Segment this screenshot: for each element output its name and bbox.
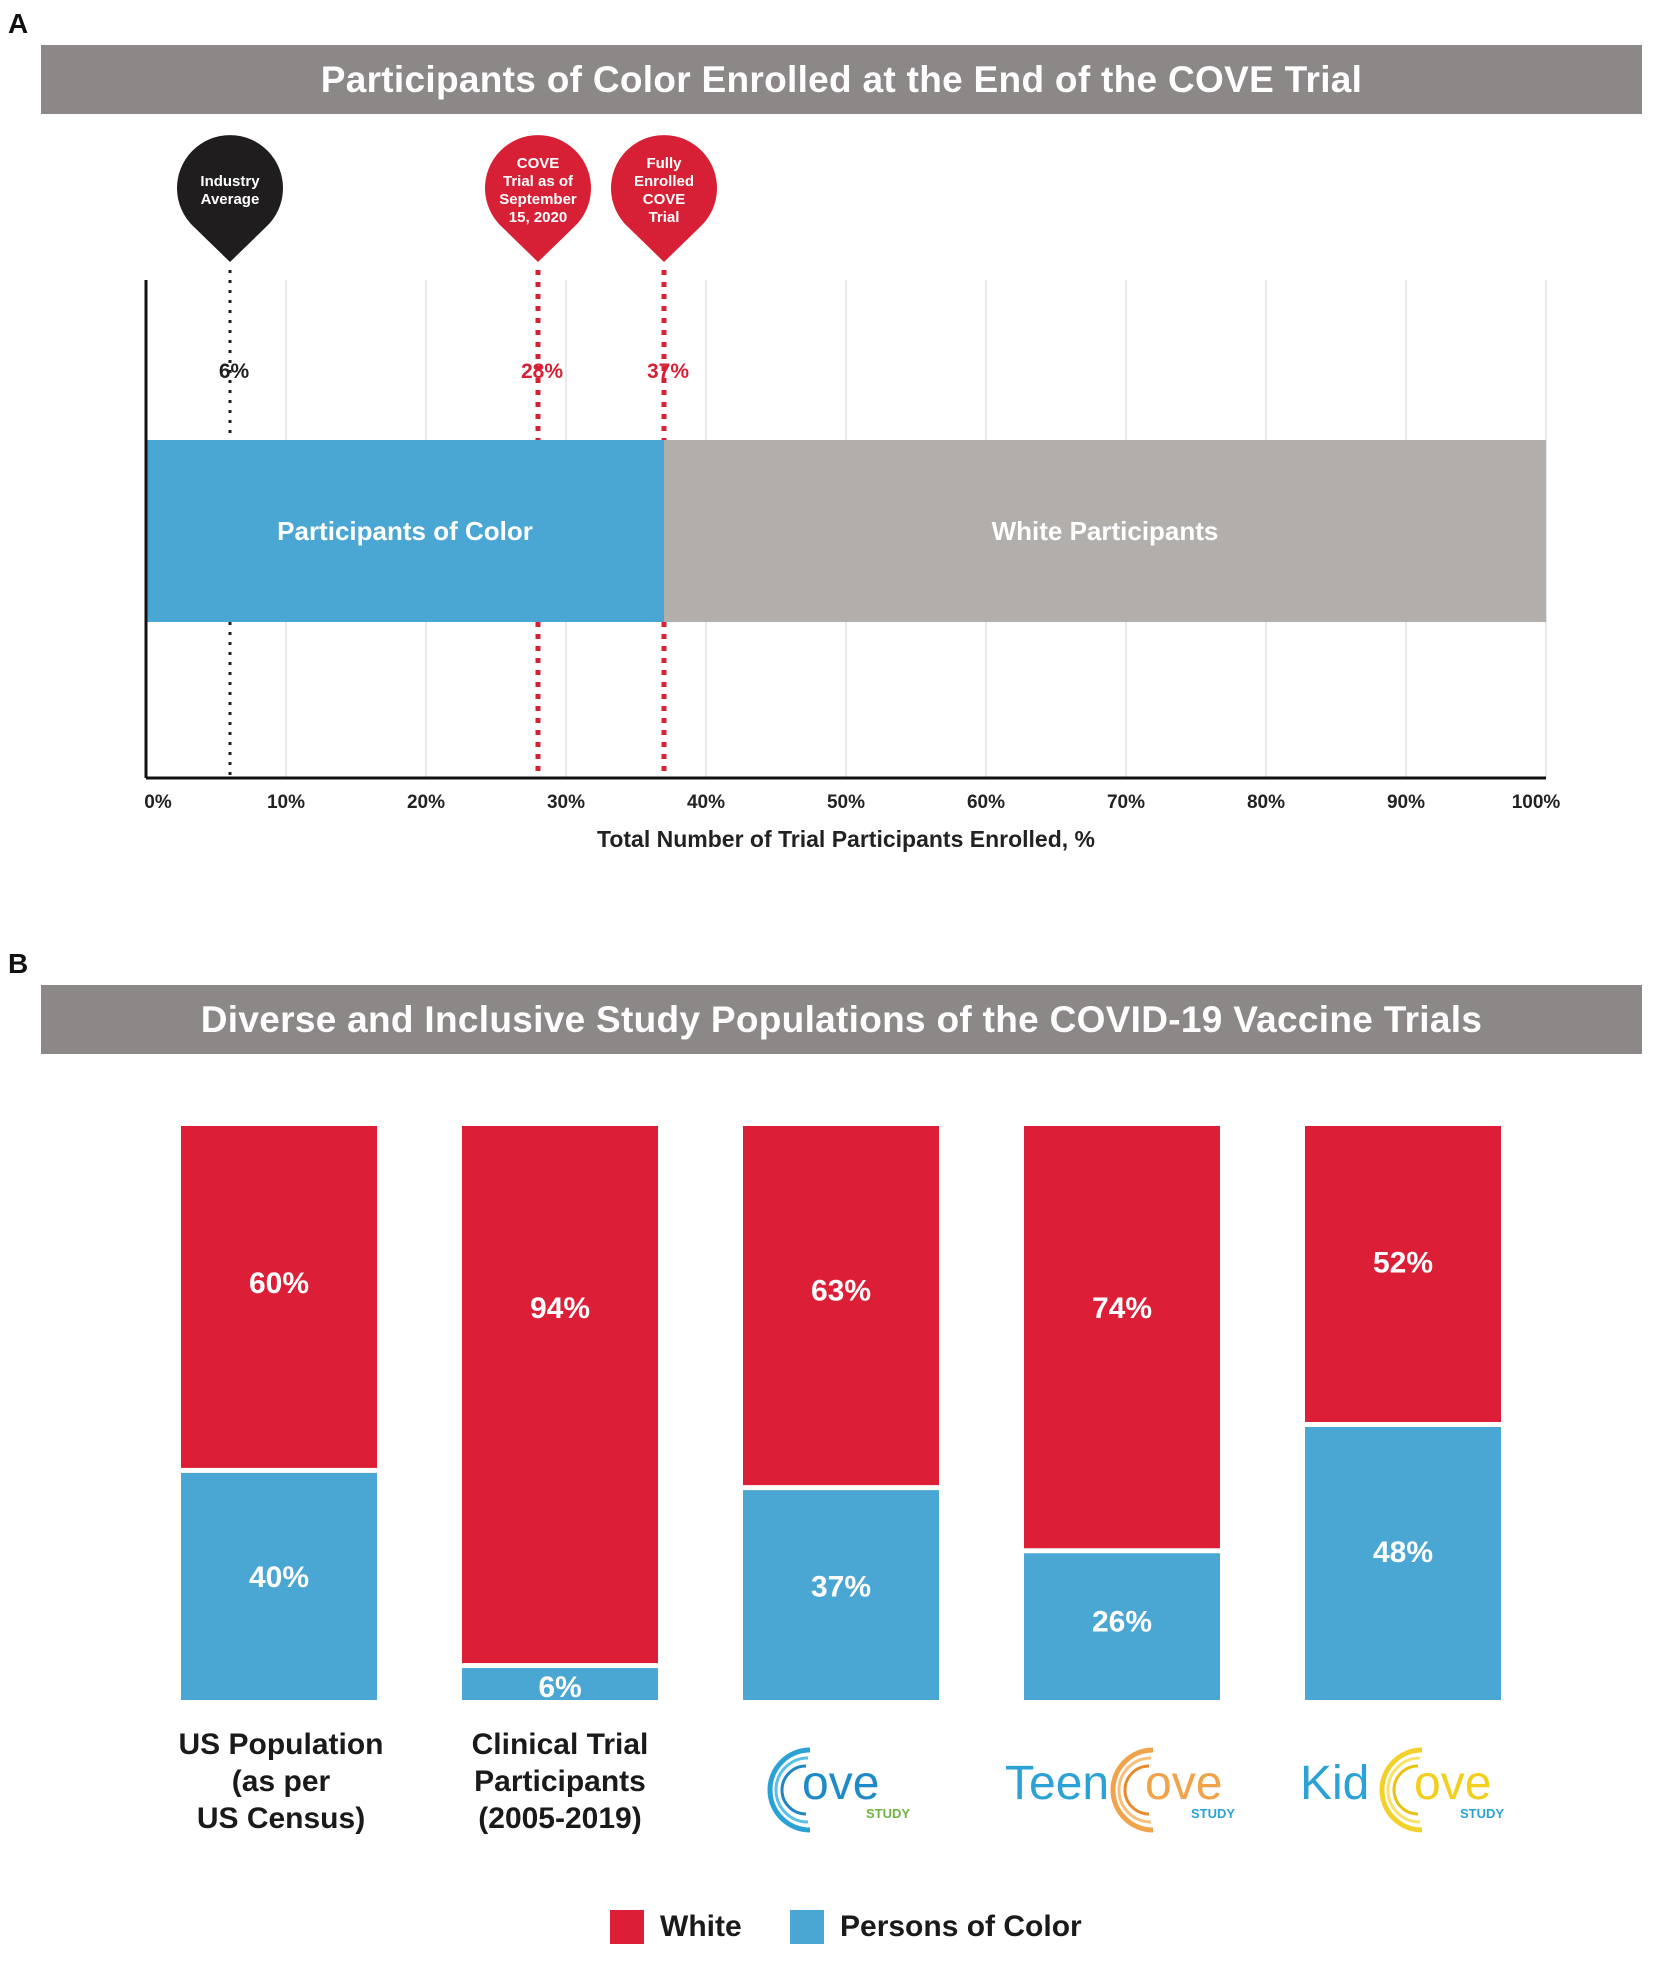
legend-swatch-white bbox=[610, 1910, 644, 1944]
x-tick-label: 100% bbox=[1512, 792, 1561, 813]
panel-a-title: Participants of Color Enrolled at the En… bbox=[41, 45, 1642, 114]
bar-segment-label-1: White Participants bbox=[992, 516, 1219, 546]
marker-pin-label-1: 15, 2020 bbox=[509, 209, 567, 226]
marker-pin-2 bbox=[611, 135, 717, 262]
marker-pin-label-1: Trial as of bbox=[503, 173, 574, 190]
marker-pin-label-0: Industry bbox=[200, 173, 260, 190]
bar-poc-label-2: 37% bbox=[811, 1571, 871, 1604]
bar-poc-2 bbox=[743, 1490, 939, 1700]
teencove-prefix: Teen bbox=[1005, 1757, 1110, 1810]
x-tick-label: 70% bbox=[1107, 792, 1145, 813]
bar-segment-label-0: Participants of Color bbox=[277, 516, 533, 546]
bar-white-4 bbox=[1305, 1126, 1501, 1422]
bar-poc-label-3: 26% bbox=[1092, 1605, 1152, 1638]
bar-white-label-1: 94% bbox=[530, 1292, 590, 1325]
kidcove-study-logo: Kid ove STUDY bbox=[1300, 1738, 1530, 1838]
bar-white-2 bbox=[743, 1126, 939, 1486]
x-tick-label: 30% bbox=[547, 792, 585, 813]
bar-white-0 bbox=[181, 1126, 377, 1468]
x-tick-label: 50% bbox=[827, 792, 865, 813]
category-label-us-population: US Population (as per US Census) bbox=[178, 1728, 384, 1835]
marker-pin-label-2: COVE bbox=[643, 191, 686, 208]
kidcove-logo-sub: STUDY bbox=[1460, 1806, 1505, 1821]
panel-a-letter: A bbox=[8, 8, 29, 39]
cove-logo-text: ove bbox=[802, 1757, 880, 1810]
bar-segment-1 bbox=[664, 440, 1546, 622]
marker-pin-label-1: September bbox=[499, 191, 577, 208]
marker-pin-label-1: COVE bbox=[517, 155, 560, 172]
kidcove-logo-text: ove bbox=[1414, 1757, 1492, 1810]
legend-label-white: White bbox=[660, 1910, 742, 1943]
legend: White Persons of Color bbox=[0, 1910, 1654, 1954]
teencove-logo-sub: STUDY bbox=[1191, 1806, 1236, 1821]
x-axis-title: Total Number of Trial Participants Enrol… bbox=[597, 826, 1095, 852]
chart-b: 60% 40% 94% 6% 63% 37% 74% 26% 52% 48% bbox=[181, 1126, 1501, 1704]
bar-white-label-2: 63% bbox=[811, 1275, 871, 1308]
legend-item-white: White bbox=[610, 1910, 742, 1944]
panel-b-letter: B bbox=[8, 948, 29, 979]
bar-poc-4 bbox=[1305, 1426, 1501, 1700]
x-tick-label: 60% bbox=[967, 792, 1005, 813]
chart-a: Participants of Color White Participants 0… bbox=[144, 135, 1561, 813]
bar-segment-0 bbox=[146, 440, 664, 622]
bar-poc-label-1: 6% bbox=[538, 1671, 581, 1704]
cove-logo-sub: STUDY bbox=[866, 1806, 911, 1821]
marker-pin-label-2: Trial bbox=[649, 209, 680, 226]
teencove-study-logo: Teen ove STUDY bbox=[1005, 1738, 1255, 1838]
bar-white-3 bbox=[1024, 1126, 1220, 1549]
x-tick-label: 20% bbox=[407, 792, 445, 813]
kidcove-prefix: Kid bbox=[1300, 1757, 1370, 1810]
bar-poc-label-0: 40% bbox=[249, 1561, 309, 1594]
marker-value-label-1: 28% bbox=[521, 360, 563, 383]
marker-pin-0 bbox=[176, 135, 283, 262]
panel-b-title: Diverse and Inclusive Study Populations … bbox=[41, 985, 1642, 1054]
marker-value-label-2: 37% bbox=[647, 360, 689, 383]
marker-value-label-0: 6% bbox=[219, 360, 250, 383]
marker-pin-1 bbox=[485, 135, 591, 262]
bar-white-label-0: 60% bbox=[249, 1267, 309, 1300]
x-tick-label: 40% bbox=[687, 792, 725, 813]
teencove-logo-text: ove bbox=[1145, 1757, 1223, 1810]
legend-item-persons-of-color: Persons of Color bbox=[790, 1910, 1082, 1944]
bar-poc-label-4: 48% bbox=[1373, 1536, 1433, 1569]
marker-pin-label-2: Fully bbox=[646, 155, 682, 172]
x-tick-label: 0% bbox=[144, 792, 172, 813]
bar-poc-0 bbox=[181, 1472, 377, 1700]
bar-poc-3 bbox=[1024, 1553, 1220, 1700]
x-tick-label: 80% bbox=[1247, 792, 1285, 813]
bar-white-label-4: 52% bbox=[1373, 1246, 1433, 1279]
marker-pin-label-2: Enrolled bbox=[634, 173, 694, 190]
cove-study-logo: ove STUDY bbox=[762, 1738, 932, 1838]
legend-label-persons-of-color: Persons of Color bbox=[840, 1910, 1082, 1943]
marker-pin-label-0: Average bbox=[201, 191, 260, 208]
bar-white-label-3: 74% bbox=[1092, 1292, 1152, 1325]
x-tick-label: 90% bbox=[1387, 792, 1425, 813]
legend-swatch-persons-of-color bbox=[790, 1910, 824, 1944]
bar-poc-1 bbox=[462, 1668, 658, 1700]
category-label-clinical-trial: Clinical Trial Participants (2005-2019) bbox=[471, 1728, 649, 1835]
bar-white-1 bbox=[462, 1126, 658, 1664]
x-tick-label: 10% bbox=[267, 792, 305, 813]
